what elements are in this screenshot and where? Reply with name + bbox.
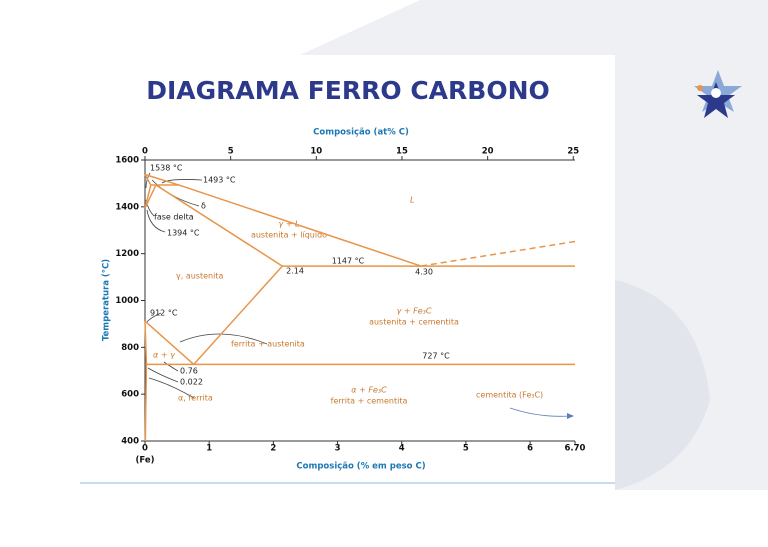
annotation: α, ferrita: [178, 394, 213, 403]
slide-title: DIAGRAMA FERRO CARBONO: [146, 76, 550, 105]
x-tick-label: 6: [527, 444, 533, 454]
x-tick-label: 0: [142, 444, 148, 454]
annotation: fase delta: [154, 213, 194, 222]
annotation: 1493 °C: [203, 176, 236, 185]
y-tick-label: 600: [121, 390, 139, 400]
annotation: α + Fe₃C: [351, 386, 387, 395]
arrow: [509, 407, 571, 417]
annotation: 727 °C: [422, 352, 450, 361]
phase-boundary: [420, 240, 576, 267]
annotation: 0.022: [180, 378, 203, 387]
plot: Composição (at% C) Composição (% em peso…: [102, 128, 586, 472]
background-shape: [615, 280, 710, 490]
annotation: L: [410, 196, 414, 205]
x-tick-label: 6.70: [565, 444, 586, 454]
phase-boundary: [144, 320, 195, 365]
x-tick-label: 2: [270, 444, 276, 454]
annotation: α + γ: [153, 351, 176, 360]
annotation: 1147 °C: [332, 257, 365, 266]
x2-axis-title: Composição (at% C): [313, 128, 409, 138]
annotation: ferrita + cementita: [331, 397, 408, 406]
y-tick-label: 1400: [115, 202, 139, 212]
y-tick-label: 1200: [115, 249, 139, 259]
annotation: 1394 °C: [167, 229, 200, 238]
x-tick-label: 4: [399, 444, 405, 454]
x-axis-title: Composição (% em peso C): [296, 462, 425, 472]
y-axis-title: Temperatura (°C): [102, 259, 112, 341]
phase-boundary: [155, 184, 283, 267]
annotation: cementita (Fe₃C): [476, 391, 543, 400]
annotation: 0.76: [180, 367, 198, 376]
figure-panel: [80, 118, 615, 482]
annotation: ferrita + austenita: [231, 340, 305, 349]
annotation: γ + Fe₃C: [397, 307, 432, 316]
x2-tick-label: 0: [142, 147, 148, 157]
annotation: 2.14: [286, 267, 304, 276]
phase-boundary: [144, 173, 422, 267]
phase-boundary: [144, 174, 152, 186]
annotation: γ + L: [279, 220, 300, 229]
y-tick-label: 400: [121, 437, 139, 447]
x2-tick-label: 20: [482, 147, 494, 157]
x2-tick-label: 15: [396, 147, 408, 157]
x-tick-label: 5: [463, 444, 469, 454]
annotation: austenita + líquido: [251, 231, 327, 240]
x-tick-label: 1: [206, 444, 212, 454]
y-tick-label: 800: [121, 343, 139, 353]
y-tick-label: 1600: [115, 156, 139, 166]
phase-boundary: [144, 321, 148, 442]
phase-boundary: [193, 265, 283, 365]
x2-tick-label: 25: [567, 147, 579, 157]
annotation: 1538 °C: [150, 164, 183, 173]
annotation: 912 °C: [150, 309, 178, 318]
arrow-head: [567, 413, 574, 419]
annotation: δ: [201, 202, 206, 211]
x2-tick-label: 10: [310, 147, 322, 157]
annotation: 4.30: [415, 268, 433, 277]
y-tick-label: 1000: [115, 296, 139, 306]
x-origin-note: (Fe): [136, 456, 155, 466]
annotation: γ, austenita: [176, 272, 223, 281]
x2-tick-label: 5: [228, 147, 234, 157]
logo: [694, 70, 742, 118]
phase-boundary: [144, 184, 157, 209]
x-tick-label: 3: [335, 444, 341, 454]
phase-boundary: [144, 184, 152, 209]
annotation: austenita + cementita: [369, 318, 459, 327]
